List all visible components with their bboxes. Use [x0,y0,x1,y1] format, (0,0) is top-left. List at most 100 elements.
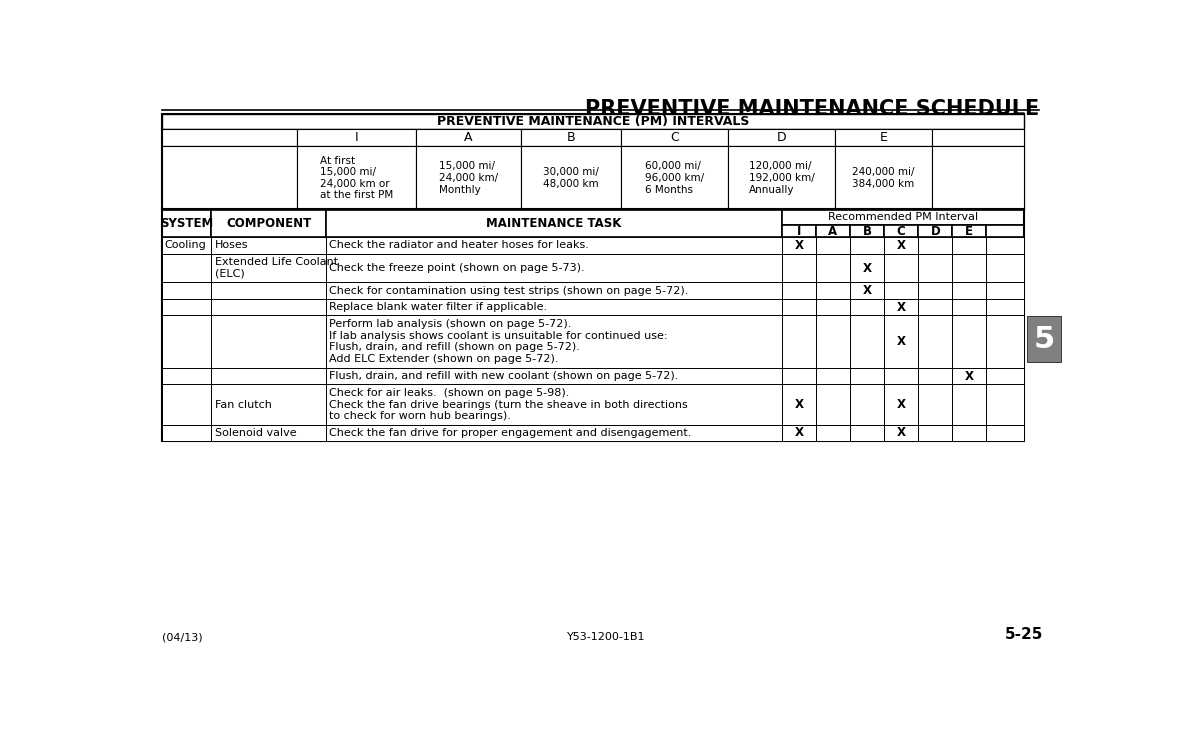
Bar [952,315,987,367]
Bar [729,130,834,146]
Bar [327,254,782,283]
Text: SYSTEM: SYSTEM [160,217,213,230]
Bar [918,384,952,425]
Bar [162,146,297,209]
Text: Fan clutch: Fan clutch [214,400,271,409]
Text: 120,000 mi/
192,000 km/
Annually: 120,000 mi/ 192,000 km/ Annually [749,161,814,195]
Bar [1027,316,1061,362]
Bar [782,225,816,237]
Bar [987,254,1023,283]
Bar [782,367,816,384]
Bar [918,254,952,283]
Bar [416,146,521,209]
Bar [816,237,851,254]
Bar [162,209,212,237]
Bar [816,299,851,315]
Bar [884,225,918,237]
Text: X: X [897,427,906,439]
Bar [816,315,851,367]
Bar [162,237,212,254]
Bar [884,367,918,384]
Text: I: I [355,131,358,144]
Bar [327,283,782,299]
Bar [884,425,918,441]
Bar [521,130,621,146]
Bar [884,315,918,367]
Bar [987,384,1023,425]
Bar [851,237,884,254]
Text: 60,000 mi/
96,000 km/
6 Months: 60,000 mi/ 96,000 km/ 6 Months [645,161,704,195]
Bar [782,425,816,441]
Bar [162,283,212,299]
Bar [952,384,987,425]
Bar [952,225,987,237]
Bar [327,425,782,441]
Bar [918,425,952,441]
Bar [782,384,816,425]
Bar [162,299,212,315]
Bar [884,384,918,425]
Bar [952,283,987,299]
Text: A: A [828,225,838,238]
Text: X: X [897,301,906,313]
Text: X: X [965,370,974,383]
Bar [162,130,297,146]
Text: X: X [897,239,906,252]
Bar [621,146,729,209]
Bar [932,130,1023,146]
Bar [932,146,1023,209]
Bar [918,283,952,299]
Bar [297,130,416,146]
Bar [952,367,987,384]
Text: A: A [464,131,472,144]
Bar [834,130,932,146]
Text: Flush, drain, and refill with new coolant (shown on page 5-72).: Flush, drain, and refill with new coolan… [329,371,679,381]
Text: 240,000 mi/
384,000 km: 240,000 mi/ 384,000 km [852,167,914,189]
Text: Hoses: Hoses [214,241,248,250]
Bar [816,254,851,283]
Bar [952,254,987,283]
Bar [816,425,851,441]
Bar [834,146,932,209]
Bar [782,254,816,283]
Text: Check for contamination using test strips (shown on page 5-72).: Check for contamination using test strip… [329,285,689,296]
Bar [851,283,884,299]
Text: Perform lab analysis (shown on page 5-72).
If lab analysis shows coolant is unsu: Perform lab analysis (shown on page 5-72… [329,319,667,364]
Bar [952,299,987,315]
Text: C: C [897,225,905,238]
Bar [816,384,851,425]
Bar [987,315,1023,367]
Bar [884,299,918,315]
Bar [212,425,327,441]
Bar [851,367,884,384]
Bar [212,367,327,384]
Bar [212,384,327,425]
Bar [162,130,1023,146]
Bar [918,225,952,237]
Bar [212,237,327,254]
Text: Solenoid valve: Solenoid valve [214,428,296,438]
Text: Y53-1200-1B1: Y53-1200-1B1 [567,632,646,642]
Bar [327,209,782,237]
Bar [621,130,729,146]
Bar [162,209,1023,441]
Text: C: C [670,131,679,144]
Text: Check the radiator and heater hoses for leaks.: Check the radiator and heater hoses for … [329,241,589,250]
Text: X: X [794,239,803,252]
Text: 15,000 mi/
24,000 km/
Monthly: 15,000 mi/ 24,000 km/ Monthly [439,161,498,195]
Bar [212,254,327,283]
Text: I: I [796,225,801,238]
Bar [327,315,782,367]
Bar [521,146,621,209]
Bar [162,114,1023,130]
Bar [851,315,884,367]
Bar [782,283,816,299]
Text: B: B [862,225,872,238]
Text: D: D [930,225,940,238]
Text: B: B [567,131,575,144]
Bar [212,299,327,315]
Text: E: E [965,225,974,238]
Bar [851,425,884,441]
Bar [851,299,884,315]
Bar [987,367,1023,384]
